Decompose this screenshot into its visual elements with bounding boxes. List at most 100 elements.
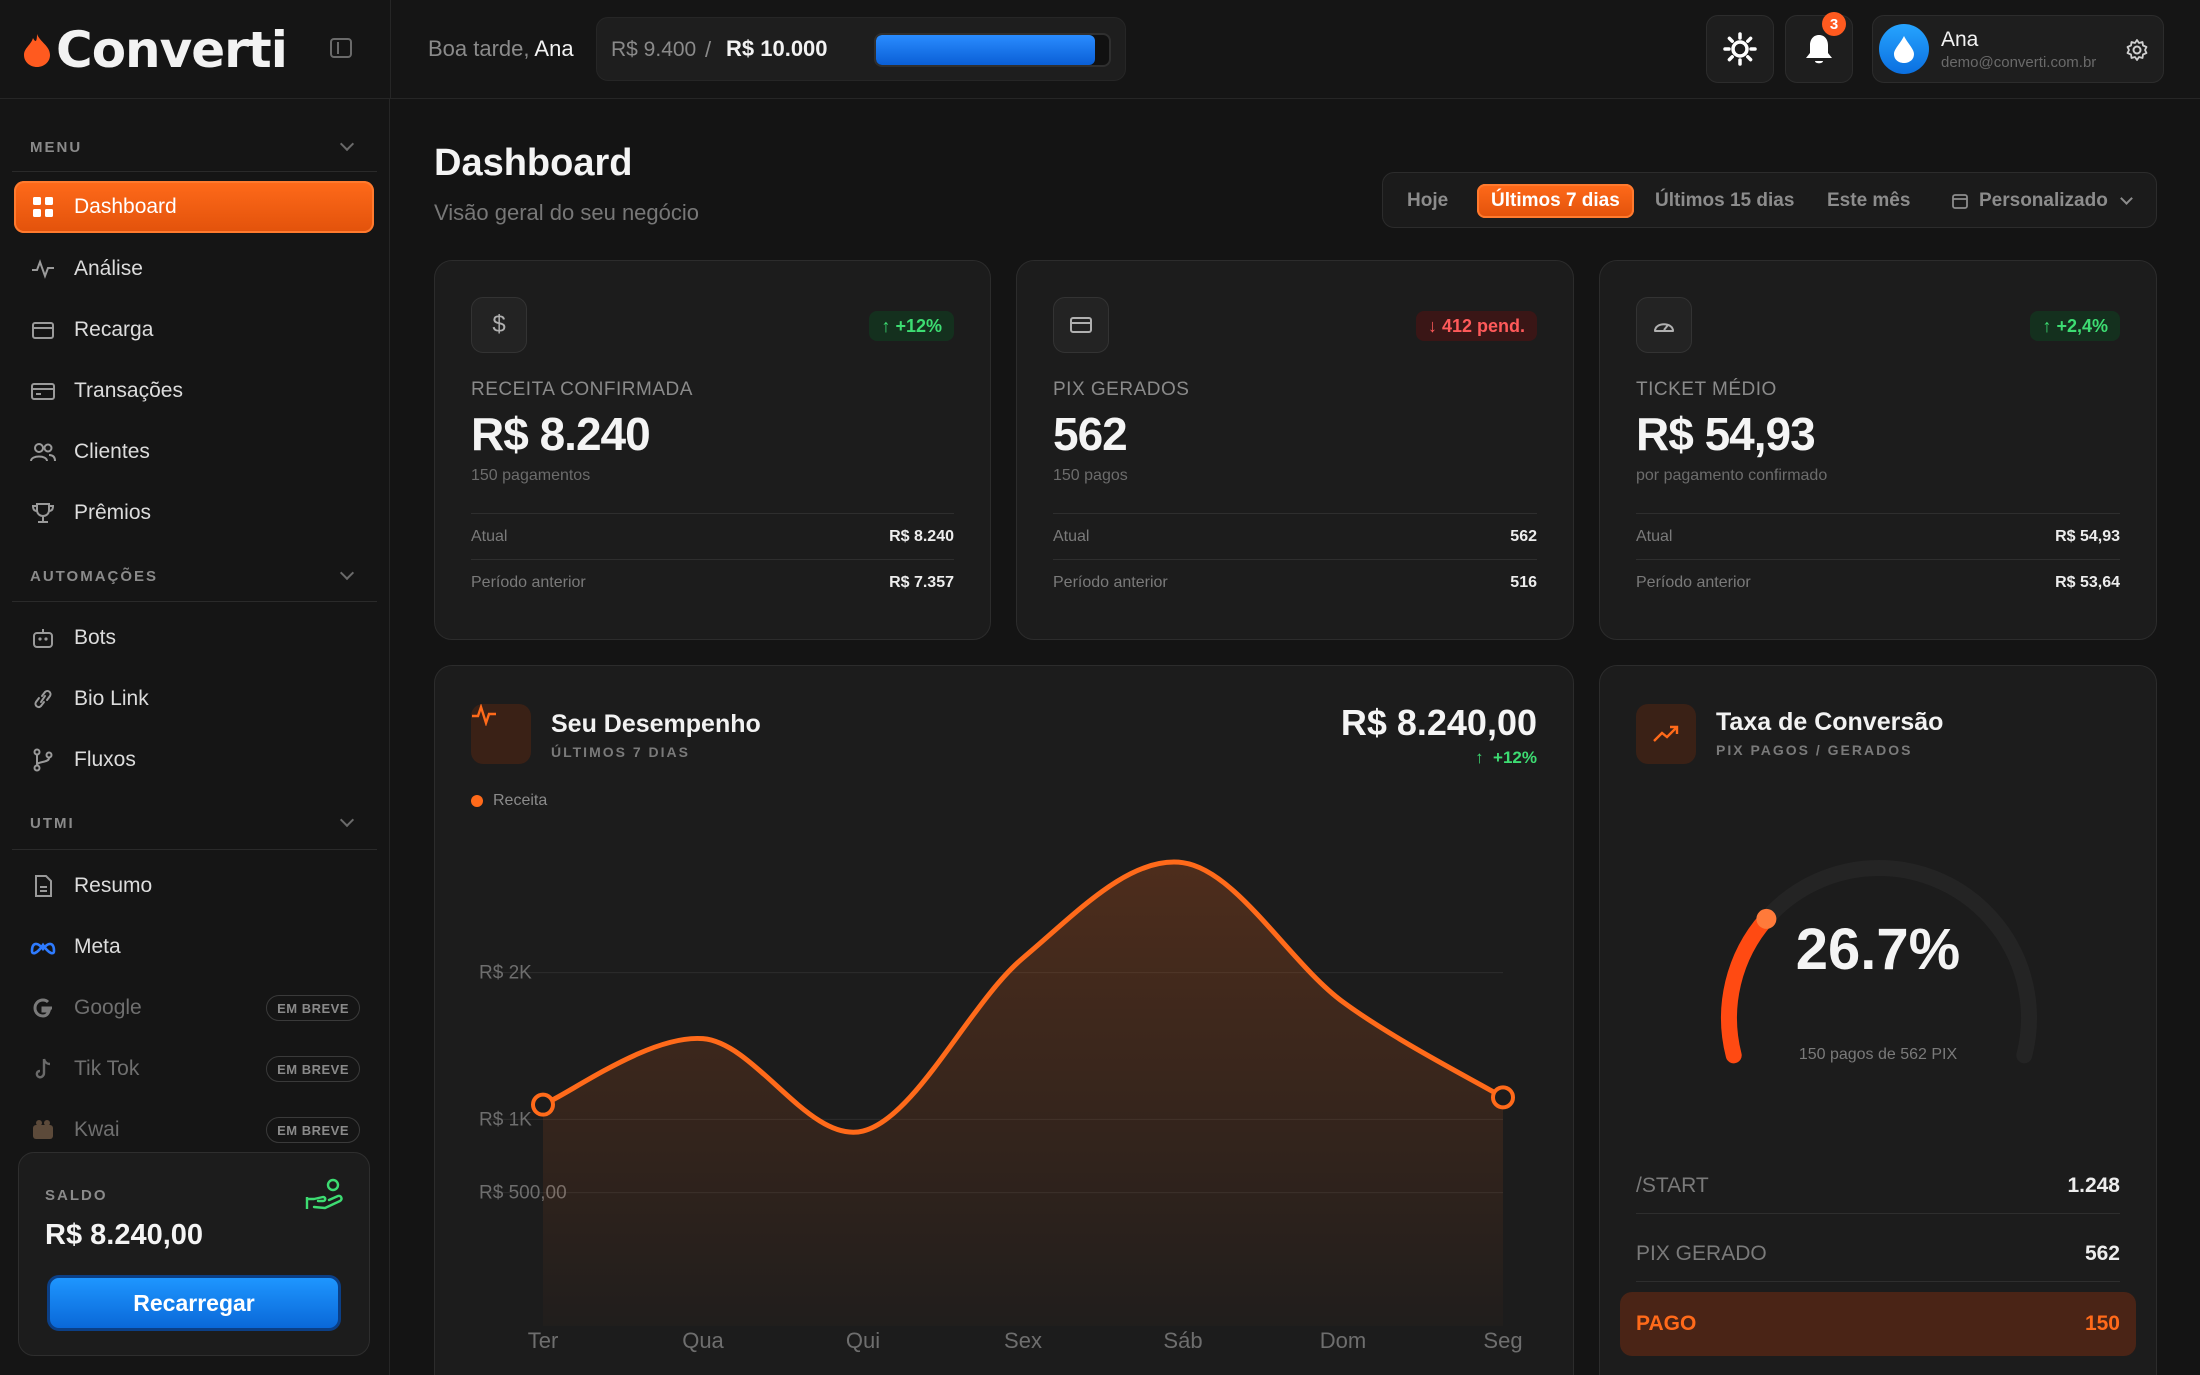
performance-subtitle: ÚLTIMOS 7 DIAS (551, 744, 690, 760)
kpi-row-label: Atual (471, 527, 508, 545)
kwai-logo-icon (30, 1117, 56, 1143)
kpi-label: TICKET MÉDIO (1636, 379, 1777, 400)
kpi-card-pix: ↓ 412 pend. PIX GERADOS 562 150 pagos At… (1016, 260, 1574, 640)
kpi-row-value: R$ 7.357 (889, 573, 954, 591)
sidebar-toggle-icon[interactable] (330, 38, 352, 58)
dollar-icon: $ (471, 297, 527, 353)
sidebar-item-meta[interactable]: Meta (14, 921, 374, 973)
goal-separator: / (705, 37, 712, 62)
theme-toggle-button[interactable] (1706, 15, 1774, 83)
kpi-row-value: 516 (1510, 573, 1537, 591)
chevron-down-icon[interactable] (339, 565, 355, 581)
sidebar-item-label: Prêmios (74, 501, 152, 524)
sidebar-item-tiktok[interactable]: Tik Tok EM BREVE (14, 1043, 374, 1095)
sidebar-item-kwai[interactable]: Kwai EM BREVE (14, 1104, 374, 1156)
chevron-down-icon (2119, 191, 2133, 205)
kpi-row-label: Atual (1053, 527, 1090, 545)
kpi-row-label: Período anterior (1636, 573, 1751, 591)
sidebar-item-google[interactable]: Google EM BREVE (14, 982, 374, 1034)
kpi-label: PIX GERADOS (1053, 379, 1190, 400)
kpi-row-value: R$ 53,64 (2055, 573, 2120, 591)
user-menu[interactable]: Ana demo@converti.com.br (1872, 15, 2164, 83)
series-area (543, 862, 1503, 1326)
goal-progress-bar (874, 33, 1111, 67)
topbar-divider (390, 0, 391, 99)
range-last-15-days[interactable]: Últimos 15 dias (1655, 190, 1795, 211)
recharge-button[interactable]: Recarregar (47, 1275, 341, 1331)
sidebar-item-label: Transações (74, 379, 183, 402)
performance-delta: ↑ +12% (1475, 748, 1537, 767)
sidebar-item-bots[interactable]: Bots (14, 612, 374, 664)
kpi-row-current: Atual R$ 54,93 (1636, 513, 2120, 559)
top-bar: Converti Boa tarde, Ana R$ 9.400 / R$ 10… (0, 0, 2200, 99)
sidebar-item-analise[interactable]: Análise (14, 243, 374, 295)
kpi-row-value: 562 (1510, 527, 1537, 545)
sidebar-item-label: Meta (74, 935, 121, 958)
sidebar-item-bio-link[interactable]: Bio Link (14, 673, 374, 725)
coming-soon-badge: EM BREVE (266, 995, 360, 1021)
kpi-row-previous: Período anterior R$ 7.357 (471, 559, 954, 605)
notifications-button[interactable]: 3 (1785, 12, 1853, 83)
funnel-label: PAGO (1636, 1312, 1697, 1335)
sidebar-item-label: Kwai (74, 1118, 120, 1141)
sidebar-item-label: Bots (74, 626, 117, 649)
sidebar-item-label: Fluxos (74, 748, 136, 771)
range-custom[interactable]: Personalizado (1951, 184, 2133, 218)
goal-progress-fill (876, 35, 1096, 65)
brand-name: Converti (56, 21, 288, 79)
sidebar-item-label: Recarga (74, 318, 154, 341)
range-last-7-days[interactable]: Últimos 7 dias (1477, 184, 1634, 218)
kpi-card-ticket: ↑ +2,4% TICKET MÉDIO R$ 54,93 por pagame… (1599, 260, 2157, 640)
funnel-row-pix-gerado: PIX GERADO 562 (1636, 1226, 2120, 1282)
performance-delta-value: +12% (1493, 748, 1537, 767)
kpi-row-previous: Período anterior 516 (1053, 559, 1537, 605)
sidebar-item-label: Clientes (74, 440, 150, 463)
chart-legend: Receita (471, 792, 547, 810)
page-subtitle: Visão geral do seu negócio (434, 200, 700, 225)
balance-card: SALDO R$ 8.240,00 Recarregar (18, 1152, 370, 1356)
balance-label: SALDO (45, 1187, 108, 1204)
legend-swatch (471, 795, 483, 807)
gear-icon[interactable] (2125, 38, 2149, 62)
range-this-month[interactable]: Este mês (1827, 190, 1911, 211)
chevron-down-icon[interactable] (339, 812, 355, 828)
kpi-row-label: Atual (1636, 527, 1673, 545)
range-custom-label: Personalizado (1979, 190, 2108, 211)
series-line-receita (540, 859, 1506, 1135)
sidebar-item-transacoes[interactable]: Transações (14, 365, 374, 417)
sidebar-item-premios[interactable]: Prêmios (14, 487, 374, 539)
sidebar-item-resumo[interactable]: Resumo (14, 860, 374, 912)
wallet-icon (30, 317, 56, 343)
range-today[interactable]: Hoje (1407, 190, 1449, 211)
kpi-row-label: Período anterior (471, 573, 586, 591)
avatar (1879, 24, 1929, 74)
goal-current: R$ 9.400 (611, 38, 697, 61)
sidebar-item-recarga[interactable]: Recarga (14, 304, 374, 356)
kpi-delta-value: +12% (895, 315, 942, 336)
brand-logo[interactable]: Converti (22, 21, 288, 79)
kpi-value: 562 (1053, 408, 1128, 460)
credit-card-icon (30, 378, 56, 404)
meta-logo-icon (30, 934, 56, 960)
bell-icon (1806, 35, 1832, 64)
legend-label: Receita (493, 792, 548, 809)
greeting-name: Ana (534, 36, 574, 61)
sidebar-item-clientes[interactable]: Clientes (14, 426, 374, 478)
divider (12, 171, 377, 172)
performance-total: R$ 8.240,00 (1340, 702, 1537, 743)
chevron-down-icon[interactable] (339, 136, 355, 152)
sidebar-item-label: Dashboard (74, 195, 177, 218)
data-point[interactable] (531, 1092, 555, 1117)
google-logo-icon (30, 995, 56, 1021)
coming-soon-badge: EM BREVE (266, 1117, 360, 1143)
data-point[interactable] (1491, 1085, 1515, 1110)
performance-title: Seu Desempenho (551, 710, 761, 738)
x-tick-label: Qua (682, 1328, 724, 1353)
sidebar-item-dashboard[interactable]: Dashboard (14, 181, 374, 233)
kpi-delta: ↓ 412 pend. (1415, 311, 1537, 341)
gauge-knob (1756, 908, 1777, 929)
section-title-utmi: UTMI (30, 815, 75, 832)
sidebar-item-fluxos[interactable]: Fluxos (14, 734, 374, 786)
notification-badge: 3 (1822, 12, 1846, 36)
